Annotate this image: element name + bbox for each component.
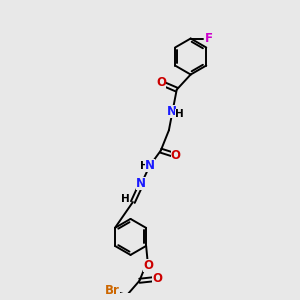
Text: H: H [140,161,149,171]
Text: O: O [152,272,162,285]
Text: H: H [121,194,130,204]
Text: O: O [171,149,181,162]
Text: Br: Br [105,284,120,297]
Text: H: H [175,109,184,119]
Text: N: N [167,105,177,118]
Text: N: N [145,159,155,172]
Text: O: O [156,76,166,89]
Text: O: O [143,259,153,272]
Text: F: F [205,32,213,45]
Text: N: N [136,177,146,190]
